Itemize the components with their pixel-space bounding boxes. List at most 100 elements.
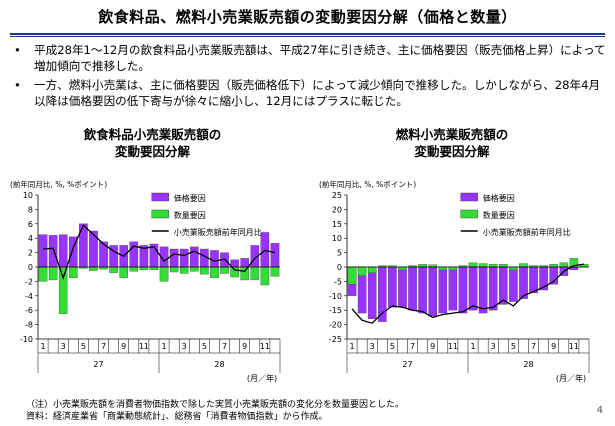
series-line-total [351,263,585,324]
y-tick-label: 0 [337,263,342,272]
y-tick-label: -25 [329,335,342,344]
x-month-label: 1 [349,342,354,351]
x-month-label: 3 [491,342,496,351]
bar-quantity [149,266,159,271]
bar-quantity [159,266,169,282]
chart-title-line: 変動要因分解 [414,144,490,159]
bar-quantity [240,266,249,281]
y-tick-label: 4 [28,234,33,243]
bar-quantity [38,266,48,282]
x-year-label: 28 [214,360,224,369]
x-month-label: 7 [531,342,536,351]
fuel-decomposition-chart: (前年同月比, %, %ポイント)2520151050-5-10-15-20-2… [319,179,590,383]
legend-swatch [151,192,169,202]
bar-price [367,266,377,319]
y-tick-label: 8 [28,205,33,214]
y-tick-label: -2 [25,277,33,286]
title-rule [10,33,605,35]
bar-quantity [367,266,377,273]
bar-price [398,266,407,308]
y-tick-label: 20 [332,205,342,214]
unit-label: (前年同月比, %, %ポイント) [319,179,416,189]
x-year-label: 28 [523,360,533,369]
title-rule-thin [10,36,605,37]
bar-price [468,266,478,311]
bar-price [58,234,68,268]
bar-quantity [139,266,149,271]
bullet-item: • 一方、燃料小売業は、主に価格要因（販売価格低下）によって減少傾向で推移した。… [12,77,607,109]
bar-quantity [499,263,508,268]
legend-label: 小売業販売額前年同月比 [174,227,262,237]
legend-swatch [151,209,169,219]
bullet-item: • 平成28年1〜12月の飲食料品小売業販売額は、平成27年に引き続き、主に価格… [12,42,607,74]
y-tick-label: 6 [28,220,33,229]
x-month-label: 5 [511,342,516,351]
y-tick-label: -4 [25,292,33,301]
bar-quantity [250,266,260,281]
bar-price [388,266,397,308]
legend-label: 数量要因 [483,210,515,220]
x-month-label: 5 [81,342,86,351]
chart-title-line: 飲食料品小売業販売額の [83,127,222,142]
x-month-label: 3 [61,342,66,351]
bar-price [270,243,280,268]
bar-quantity [478,263,488,268]
bullet-marker: • [14,78,21,92]
x-month-label: 9 [242,342,247,351]
bar-price [418,266,427,314]
bar-price [260,232,270,268]
bar-quantity [169,266,179,273]
bar-price [179,248,189,268]
bar-quantity [58,266,68,314]
bar-price [509,266,518,302]
y-tick-label: -6 [25,306,33,315]
bar-quantity [210,266,219,278]
bar-price [458,266,468,314]
x-month-label: 1 [161,342,166,351]
bar-quantity [260,266,270,286]
y-tick-label: -5 [334,277,342,286]
y-tick-label: -8 [25,321,33,330]
bar-price [529,266,538,294]
bar-price [240,258,249,268]
y-tick-label: 25 [332,191,342,200]
chart-title-food: 飲食料品小売業販売額の 変動要因分解 [30,126,275,160]
bar-price [499,266,508,305]
bullet-marker: • [14,43,21,57]
bar-quantity [200,266,209,275]
page-title: 飲食料品、燃料小売業販売額の変動要因分解（価格と数量） [98,8,517,26]
bar-price [478,266,488,314]
bar-quantity [190,266,199,272]
x-month-label: 1 [470,342,475,351]
bar-quantity [438,266,448,271]
bar-quantity [418,263,427,268]
footnote: （注）小売業販売額を消費者物価指数で除した実質小売業販売額の変化分を数量要因とし… [26,400,405,410]
y-tick-label: 10 [23,191,33,200]
bar-price [169,248,179,268]
bar-quantity [448,266,458,271]
bar-price [48,235,58,268]
legend-label: 小売業販売額前年同月比 [483,227,571,237]
x-month-label: 7 [101,342,106,351]
bar-quantity [230,266,239,278]
x-year-label: 27 [402,360,412,369]
bar-price [428,266,437,317]
bar-quantity [509,266,518,271]
bar-quantity [129,266,139,272]
x-unit-label: (月／年) [247,373,277,383]
bar-price [210,250,219,268]
legend-swatch [460,209,478,219]
x-month-label: 7 [222,342,227,351]
y-tick-label: 5 [337,249,342,258]
bar-quantity [89,266,98,271]
bar-price [38,234,48,268]
bullet-text: 一方、燃料小売業は、主に価格要因（販売価格低下）によって減少傾向で推移した。しか… [34,78,601,108]
legend-label: 数量要因 [174,210,206,220]
bullet-text: 平成28年1〜12月の飲食料品小売業販売額は、平成27年に引き続き、主に価格要因… [34,43,606,73]
bar-price [438,266,448,314]
bar-price [488,266,498,311]
y-tick-label: -15 [329,306,342,315]
y-tick-label: 0 [28,263,33,272]
source-note: 資料：経済産業省「商業動態統計」、総務省「消費者物価指数」から作成。 [26,412,328,422]
bar-quantity [109,266,118,273]
